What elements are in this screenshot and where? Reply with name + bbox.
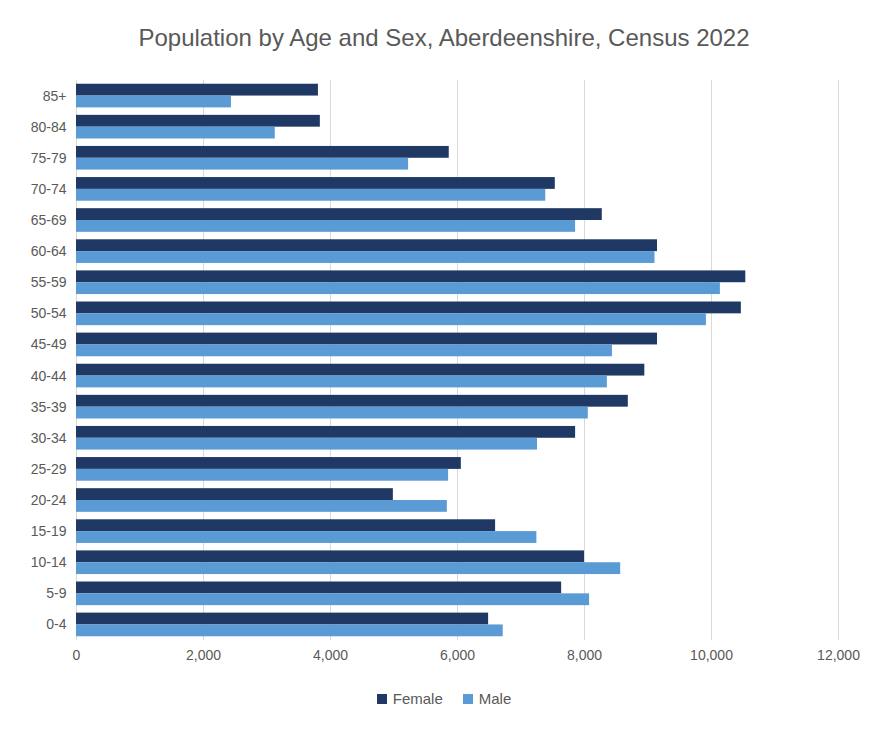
svg-text:0-4: 0-4: [46, 616, 66, 632]
svg-text:4,000: 4,000: [313, 647, 348, 663]
svg-text:45-49: 45-49: [31, 336, 67, 352]
svg-text:70-74: 70-74: [31, 181, 67, 197]
svg-text:40-44: 40-44: [31, 368, 67, 384]
svg-text:85+: 85+: [43, 88, 67, 104]
svg-text:12,000: 12,000: [817, 647, 860, 663]
html-text:Male: Male: [478, 690, 512, 707]
svg-text:6,000: 6,000: [440, 647, 475, 663]
svg-text:35-39: 35-39: [31, 399, 67, 415]
html-text:Female: Female: [392, 690, 443, 707]
svg-text:50-54: 50-54: [31, 305, 67, 321]
svg-text:8,000: 8,000: [567, 647, 602, 663]
svg-text:25-29: 25-29: [31, 461, 67, 477]
svg-text:80-84: 80-84: [31, 119, 67, 135]
html-text:Population by Age and Sex, Abe: Population by Age and Sex, Aberdeenshire…: [138, 24, 750, 51]
svg-text:2,000: 2,000: [186, 647, 221, 663]
svg-text:30-34: 30-34: [31, 430, 67, 446]
svg-text:65-69: 65-69: [31, 212, 67, 228]
svg-text:60-64: 60-64: [31, 243, 67, 259]
svg-text:20-24: 20-24: [31, 492, 67, 508]
svg-text:75-79: 75-79: [31, 150, 67, 166]
svg-text:15-19: 15-19: [31, 523, 67, 539]
svg-text:0: 0: [73, 647, 81, 663]
svg-text:10-14: 10-14: [31, 554, 67, 570]
svg-text:55-59: 55-59: [31, 274, 67, 290]
svg-text:10,000: 10,000: [690, 647, 733, 663]
svg-text:5-9: 5-9: [46, 585, 66, 601]
